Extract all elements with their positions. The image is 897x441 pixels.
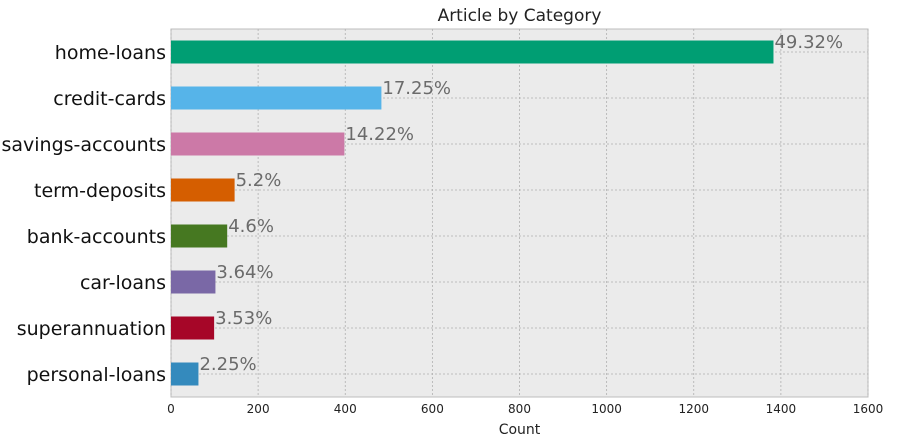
category-labels: home-loans credit-cards savings-accounts te… xyxy=(1,42,166,386)
bars xyxy=(171,40,774,386)
category-label: credit-cards xyxy=(53,88,166,110)
data-label: 14.22% xyxy=(345,124,414,145)
x-tick-label: 0 xyxy=(167,402,175,416)
x-tick-label: 600 xyxy=(421,402,444,416)
category-label: term-deposits xyxy=(34,180,166,202)
x-tick-label: 1000 xyxy=(591,402,622,416)
x-tick-label: 1200 xyxy=(678,402,709,416)
category-label: superannuation xyxy=(17,318,166,340)
x-tick-label: 400 xyxy=(334,402,357,416)
x-tick-label: 1400 xyxy=(766,402,797,416)
data-labels: 49.32% 17.25% 14.22% 5.2% 4.6% 3.64% 3.53% 2.25… xyxy=(199,32,843,375)
chart-title: Article by Category xyxy=(438,6,602,26)
bar-personal-loans xyxy=(171,362,199,386)
bar-car-loans xyxy=(171,270,216,294)
category-label: home-loans xyxy=(55,42,166,64)
x-tick-label: 200 xyxy=(247,402,270,416)
bar-savings-accounts xyxy=(171,132,345,156)
data-label: 3.53% xyxy=(215,308,272,329)
bar-credit-cards xyxy=(171,86,382,110)
x-tick-labels: 0 200 400 600 800 1000 1200 1400 1600 xyxy=(167,402,883,416)
category-label: savings-accounts xyxy=(1,134,166,156)
category-label: car-loans xyxy=(80,272,166,294)
x-tick-label: 1600 xyxy=(853,402,884,416)
data-label: 4.6% xyxy=(228,216,274,237)
category-label: bank-accounts xyxy=(27,226,166,248)
data-label: 5.2% xyxy=(236,170,282,191)
x-tick-label: 800 xyxy=(508,402,531,416)
data-label: 3.64% xyxy=(216,262,273,283)
bar-bank-accounts xyxy=(171,224,228,248)
x-axis-title: Count xyxy=(499,422,541,438)
category-label: personal-loans xyxy=(27,364,166,386)
data-label: 2.25% xyxy=(199,354,256,375)
bar-superannuation xyxy=(171,316,215,340)
bar-home-loans xyxy=(171,40,774,64)
data-label: 17.25% xyxy=(382,78,451,99)
data-label: 49.32% xyxy=(774,32,843,53)
bar-term-deposits xyxy=(171,178,235,202)
